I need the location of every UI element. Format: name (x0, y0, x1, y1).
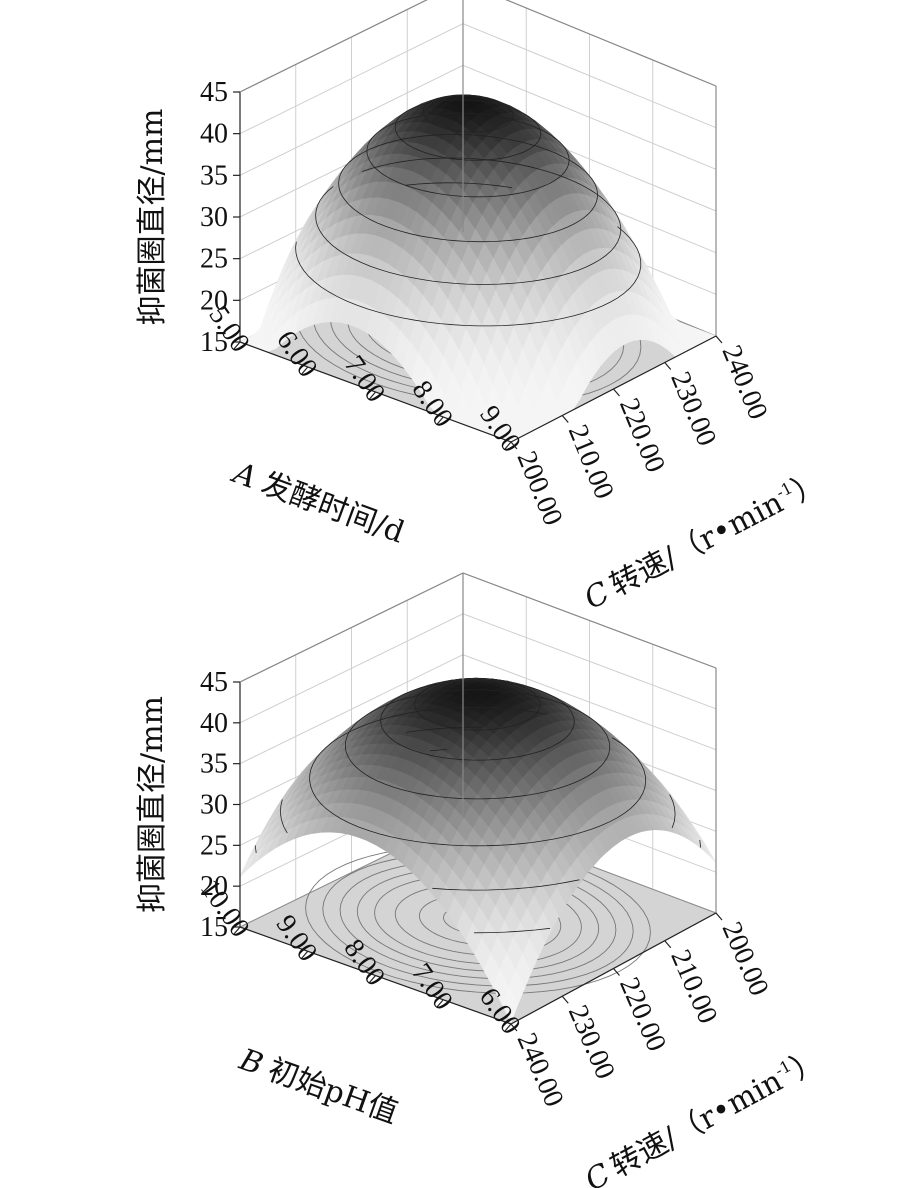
surface-contour (345, 689, 611, 800)
z-tick-label: 25 (200, 830, 228, 861)
z-tick-label: 40 (200, 708, 228, 739)
response-surface (239, 94, 717, 443)
z-ticks: 15 20 25 30 35 40 45 (200, 667, 240, 943)
surface-contour (309, 706, 647, 847)
z-axis-label: 抑菌圈直径/mm (135, 108, 170, 325)
surface-contour (366, 112, 570, 198)
right-axis-text: 转速/（r•min (605, 485, 789, 603)
left-axis-text: 发酵时间/d (257, 466, 409, 551)
right-tick-label: 200.00 (716, 917, 775, 1000)
z-tick-label: 35 (200, 749, 228, 780)
right-axis-text: 转速/（r•min (605, 1064, 788, 1185)
top-edges (239, 0, 717, 93)
surface-contour (279, 726, 676, 891)
left-tick-mark (233, 926, 241, 935)
z-tick-label: 15 (200, 912, 228, 943)
z-tick-label: 20 (200, 285, 228, 316)
left-tick-mark (301, 950, 309, 959)
left-tick-mark (369, 391, 376, 400)
left-tick-mark (369, 975, 376, 983)
left-tick-mark (301, 366, 309, 375)
surface-contour (422, 94, 514, 133)
right-tick-mark (664, 940, 672, 949)
left-axis-label: A发酵时间/d (226, 455, 409, 551)
right-tick-label: 230.00 (562, 1001, 621, 1084)
right-axis-sup: -1 (773, 478, 796, 502)
right-axis-end: ） (787, 464, 830, 509)
right-tick-label: 210.00 (664, 945, 723, 1028)
z-tick-label: 35 (200, 160, 228, 191)
right-tick-mark (664, 362, 672, 370)
right-tick-mark (715, 912, 723, 921)
response-surface (239, 677, 717, 1024)
top-edges (239, 572, 717, 683)
left-tick-mark (436, 999, 444, 1008)
surface-contour (414, 677, 541, 731)
z-tick-label: 15 (200, 327, 228, 358)
left-tick-mark (504, 1023, 512, 1032)
z-tick-label: 25 (200, 244, 228, 275)
surface-contour (338, 133, 598, 243)
z-tick-label: 40 (200, 119, 228, 150)
right-tick-mark (510, 441, 518, 450)
z-tick-label: 45 (200, 667, 228, 698)
right-axis-end: ） (785, 1042, 828, 1087)
left-axis-prefix: A (226, 455, 261, 496)
left-tick-mark (233, 341, 241, 350)
right-tick-label: 210.00 (562, 420, 620, 503)
z-ticks: 15 20 25 30 35 40 45 (200, 77, 240, 358)
right-tick-label: 240.00 (511, 1028, 570, 1111)
right-tick-mark (715, 335, 723, 344)
right-tick-label: 240.00 (716, 341, 774, 424)
right-tick-label: 230.00 (664, 367, 722, 450)
surface-contour (295, 182, 642, 327)
right-tick-mark (561, 995, 569, 1004)
left-tick-mark (504, 441, 512, 450)
right-tick-mark (510, 1023, 518, 1032)
surface-contour (394, 99, 542, 161)
surface-contour (380, 680, 575, 761)
right-tick-mark (613, 388, 620, 397)
right-tick-mark (561, 415, 569, 423)
left-axis-prefix: B (234, 1042, 267, 1083)
z-tick-label: 20 (200, 871, 228, 902)
z-axis-label: 抑菌圈直径/mm (135, 696, 170, 913)
right-tick-label: 200.00 (511, 447, 569, 530)
right-tick-mark (613, 968, 620, 976)
surface-contour (254, 749, 701, 934)
right-tick-label: 220.00 (613, 394, 671, 477)
z-tick-label: 30 (200, 790, 228, 821)
left-tick-mark (436, 416, 444, 425)
left-axis-text: 初始pH值 (263, 1052, 402, 1131)
right-tick-label: 220.00 (613, 973, 672, 1056)
surface-patch (501, 985, 519, 1024)
z-tick-label: 45 (200, 77, 228, 108)
surface-contour (315, 157, 622, 285)
left-axis-label: B初始pH值 (234, 1042, 402, 1131)
z-tick-label: 30 (200, 202, 228, 233)
